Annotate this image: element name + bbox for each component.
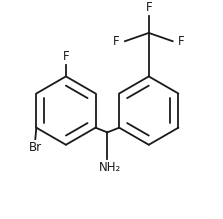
Text: F: F [113,35,120,48]
Text: Br: Br [29,141,42,154]
Text: F: F [178,35,184,48]
Text: F: F [63,50,69,63]
Text: NH₂: NH₂ [99,161,122,174]
Text: F: F [145,1,152,14]
